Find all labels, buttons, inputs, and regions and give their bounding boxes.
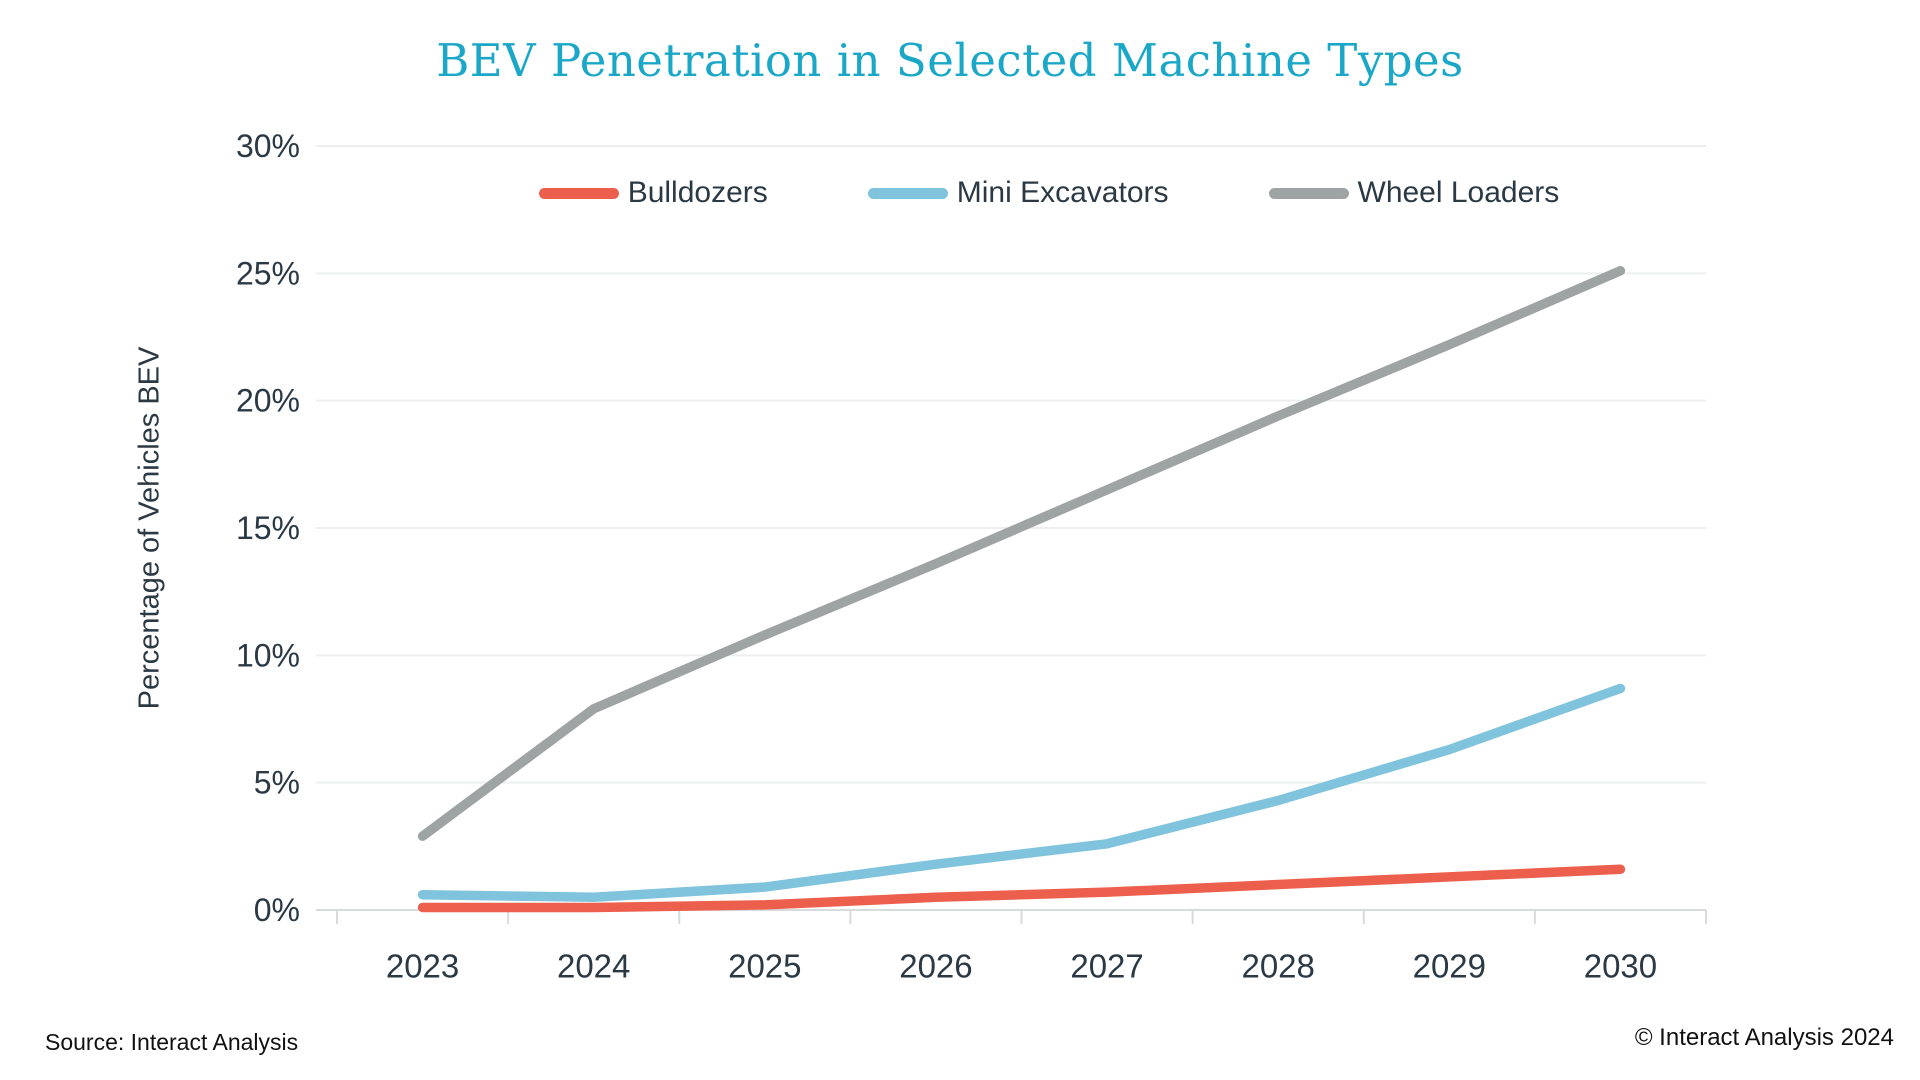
chart-title: BEV Penetration in Selected Machine Type… (436, 34, 1464, 87)
y-tick-label: 20% (236, 383, 300, 419)
y-tick-label: 5% (254, 765, 300, 801)
y-tick-label: 30% (236, 128, 300, 164)
legend-label-mini-excavators: Mini Excavators (956, 176, 1169, 209)
legend-label-wheel-loaders: Wheel Loaders (1357, 176, 1560, 209)
x-tick-label: 2026 (899, 948, 972, 985)
copyright-note: © Interact Analysis 2024 (1634, 1024, 1894, 1051)
series-line-mini-excavators (417, 683, 1626, 903)
x-tick-label: 2028 (1241, 948, 1314, 985)
legend-swatch-mini-excavators-icon (867, 187, 948, 199)
x-tick-label: 2024 (557, 948, 630, 985)
legend-item-mini-excavators: Mini Excavators (867, 176, 1169, 210)
source-note: Source: Interact Analysis (45, 1029, 299, 1055)
legend-swatch-wheel-loaders-icon (1268, 187, 1349, 199)
x-tick-label: 2025 (728, 948, 801, 985)
legend-item-wheel-loaders: Wheel Loaders (1268, 176, 1560, 210)
legend-label-bulldozers: Bulldozers (627, 176, 768, 209)
series-line-wheel-loaders (417, 266, 1626, 841)
x-tick-label: 2030 (1584, 948, 1657, 985)
y-tick-label: 10% (236, 637, 300, 673)
y-tick-label: 25% (236, 255, 300, 291)
legend-swatch-bulldozers-icon (538, 187, 619, 199)
x-tick-label: 2023 (386, 948, 459, 985)
series-line-bulldozers (417, 864, 1626, 913)
y-tick-label: 15% (236, 510, 300, 546)
x-tick-label: 2027 (1070, 948, 1143, 985)
legend-item-bulldozers: Bulldozers (538, 176, 768, 210)
y-tick-label: 0% (254, 892, 300, 928)
legend: Bulldozers Mini Excavators Wheel Loaders (337, 170, 1706, 216)
x-tick-label: 2029 (1413, 948, 1486, 985)
